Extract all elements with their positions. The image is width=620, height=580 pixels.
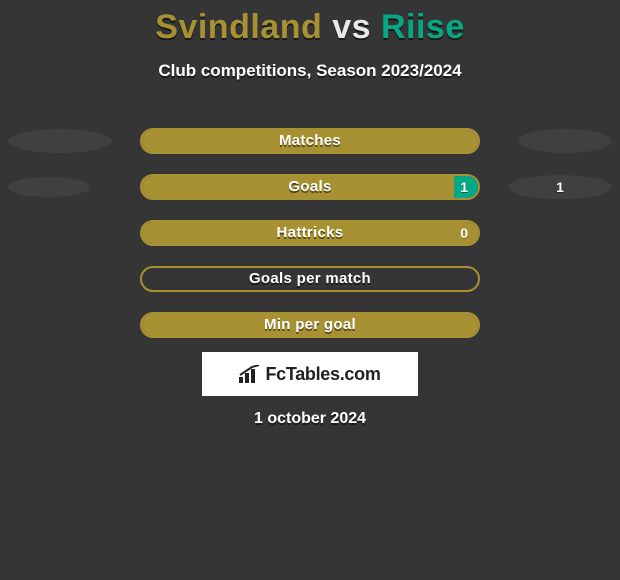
comparison-infographic: Svindland vs Riise Club competitions, Se…: [0, 0, 620, 580]
date-label: 1 october 2024: [0, 410, 620, 428]
comparison-row: Hattricks0: [0, 210, 620, 256]
comparison-bar: Goals per match: [140, 266, 480, 292]
comparison-bar: Hattricks0: [140, 220, 480, 246]
comparison-rows: Matches1Goals1Hattricks0Goals per matchM…: [0, 118, 620, 348]
bar-label: Matches: [142, 130, 478, 152]
comparison-row: Goals per match: [0, 256, 620, 302]
right-value: 1: [508, 179, 612, 195]
logo-box: FcTables.com: [202, 352, 418, 396]
bar-inline-right-value: 0: [460, 222, 468, 244]
chart-icon: [239, 365, 261, 383]
comparison-row: Matches: [0, 118, 620, 164]
comparison-bar: Goals1: [140, 174, 480, 200]
comparison-row: Min per goal: [0, 302, 620, 348]
right-value-ellipse: [518, 129, 612, 153]
subtitle: Club competitions, Season 2023/2024: [0, 61, 620, 81]
bar-label: Min per goal: [142, 314, 478, 336]
bar-label: Hattricks: [142, 222, 478, 244]
logo-text: FcTables.com: [265, 364, 380, 385]
bar-inline-right-value: 1: [460, 176, 468, 198]
title-player1: Svindland: [155, 8, 322, 46]
bar-label: Goals per match: [142, 268, 478, 290]
title-player2: Riise: [381, 8, 465, 46]
page-title: Svindland vs Riise: [0, 0, 620, 47]
comparison-bar: Min per goal: [140, 312, 480, 338]
logo: FcTables.com: [239, 364, 380, 385]
title-vs: vs: [332, 8, 371, 46]
right-value-ellipse: 1: [508, 175, 612, 199]
comparison-row: 1Goals1: [0, 164, 620, 210]
left-value-ellipse: [8, 177, 90, 197]
comparison-bar: Matches: [140, 128, 480, 154]
bar-label: Goals: [142, 176, 478, 198]
left-value-ellipse: [8, 129, 112, 153]
